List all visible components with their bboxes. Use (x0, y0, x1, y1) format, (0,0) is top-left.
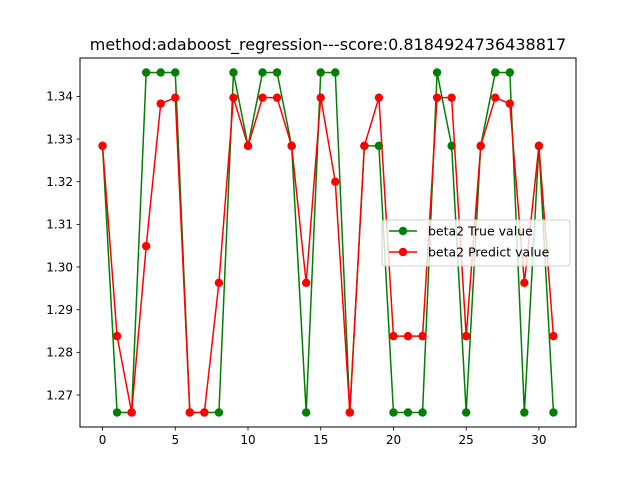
data-point (229, 68, 238, 77)
data-point (156, 99, 165, 108)
data-point (389, 408, 398, 417)
data-point (491, 68, 500, 77)
y-tick-label: 1.27 (46, 388, 73, 402)
data-point (447, 93, 456, 102)
data-point (505, 99, 515, 108)
x-tick-label: 0 (99, 433, 107, 447)
data-point (331, 68, 340, 77)
x-axis: 0 5 10 15 20 25 30 (99, 427, 547, 447)
legend-box (381, 219, 571, 267)
data-point (185, 408, 195, 417)
data-point (258, 68, 267, 77)
series-predict-value (98, 93, 558, 417)
legend-label-true: beta2 True value (428, 224, 533, 239)
data-point (112, 331, 122, 341)
data-point (301, 278, 311, 288)
data-point (141, 241, 151, 251)
y-tick-label: 1.31 (46, 218, 73, 232)
data-point (316, 93, 325, 102)
x-tick-label: 25 (459, 433, 474, 447)
plot-frame (79, 57, 577, 428)
data-point (461, 331, 471, 341)
chart-title: method:adaboost_regression---score:0.818… (90, 35, 566, 55)
data-point (171, 93, 180, 102)
y-tick-label: 1.32 (46, 175, 73, 189)
y-axis: 1.27 1.28 1.29 1.30 1.31 1.32 1.33 1.34 (46, 90, 80, 402)
series-line (101, 71, 555, 414)
data-point (214, 278, 224, 288)
y-tick-label: 1.28 (46, 346, 73, 360)
x-tick-label: 20 (386, 433, 401, 447)
data-point (156, 68, 165, 77)
data-point (389, 331, 398, 341)
data-point (549, 331, 558, 341)
series-layer (98, 68, 558, 417)
legend-label-predict: beta2 Predict value (428, 245, 550, 260)
data-point (549, 408, 558, 417)
data-point (200, 408, 209, 417)
data-point (331, 177, 340, 186)
y-tick-label: 1.34 (46, 90, 73, 104)
data-point (229, 93, 238, 102)
x-tick-label: 5 (171, 433, 179, 447)
data-point (432, 93, 442, 102)
data-point (345, 408, 355, 417)
legend-marker-true (398, 226, 408, 236)
x-tick-label: 15 (313, 433, 328, 447)
data-point (141, 68, 151, 77)
data-point (301, 408, 311, 417)
y-tick-label: 1.29 (46, 303, 73, 317)
data-point (112, 408, 122, 417)
data-point (476, 141, 485, 151)
data-point (491, 93, 500, 102)
data-point (243, 141, 253, 151)
data-point (127, 408, 136, 417)
data-point (316, 68, 325, 77)
data-point (272, 68, 282, 77)
data-point (360, 141, 369, 151)
data-point (272, 93, 282, 102)
x-tick-label: 30 (531, 433, 546, 447)
data-point (418, 408, 427, 417)
data-point (287, 141, 296, 151)
data-point (214, 408, 224, 417)
data-point (98, 141, 107, 151)
legend: beta2 True value beta2 Predict value (381, 219, 571, 267)
data-point (520, 278, 529, 288)
data-point (418, 331, 427, 341)
series-line (101, 96, 555, 414)
data-point (520, 408, 529, 417)
data-point (432, 68, 442, 77)
data-point (374, 93, 384, 102)
legend-marker-predict (398, 247, 408, 257)
x-tick-label: 10 (240, 433, 255, 447)
data-point (258, 93, 267, 102)
data-point (171, 68, 180, 77)
data-point (505, 68, 515, 77)
data-point (403, 408, 413, 417)
data-point (461, 408, 471, 417)
data-point (403, 331, 413, 341)
y-tick-label: 1.33 (46, 132, 73, 146)
y-tick-label: 1.30 (46, 260, 73, 274)
data-point (534, 141, 544, 151)
